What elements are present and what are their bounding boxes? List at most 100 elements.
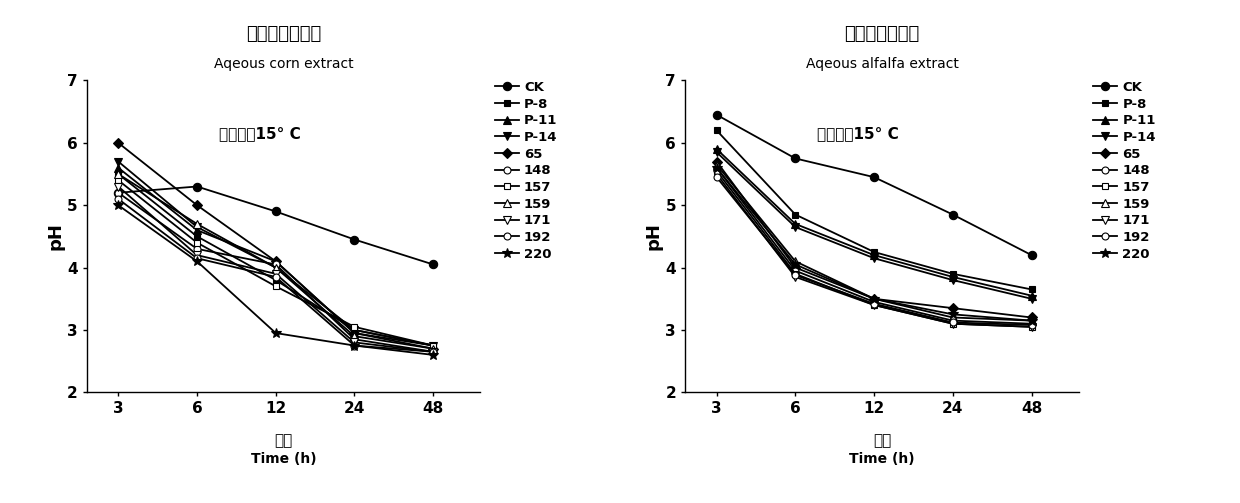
- CK: [347, 236, 362, 242]
- 171: [787, 274, 802, 280]
- 65: [787, 265, 802, 271]
- CK: [425, 262, 440, 268]
- P-11: [709, 146, 724, 152]
- P-14: [425, 343, 440, 349]
- P-11: [787, 221, 802, 227]
- P-14: [190, 224, 205, 230]
- 65: [1024, 314, 1039, 320]
- 159: [110, 171, 125, 177]
- 220: [787, 262, 802, 268]
- Line: 220: 220: [712, 163, 1037, 325]
- Text: 培养温度15° C: 培养温度15° C: [219, 126, 301, 141]
- 220: [867, 296, 882, 302]
- Legend: CK, P-8, P-11, P-14, 65, 148, 157, 159, 171, 192, 220: CK, P-8, P-11, P-14, 65, 148, 157, 159, …: [495, 81, 558, 261]
- 171: [425, 349, 440, 355]
- 220: [190, 259, 205, 265]
- Line: 171: 171: [713, 170, 1035, 331]
- Text: 培养温度15° C: 培养温度15° C: [817, 126, 899, 141]
- 65: [709, 158, 724, 164]
- 148: [709, 165, 724, 171]
- CK: [945, 212, 960, 218]
- 148: [425, 349, 440, 355]
- 171: [268, 271, 283, 277]
- Line: 148: 148: [115, 189, 436, 355]
- 157: [709, 168, 724, 174]
- 192: [867, 301, 882, 307]
- Text: 时间: 时间: [274, 433, 293, 448]
- Y-axis label: pH: pH: [645, 222, 662, 250]
- P-8: [1024, 286, 1039, 292]
- Text: 苜蓿绿汁发酵液: 苜蓿绿汁发酵液: [844, 25, 920, 43]
- 171: [867, 302, 882, 308]
- Line: CK: CK: [114, 183, 438, 269]
- 159: [268, 265, 283, 271]
- 220: [347, 343, 362, 349]
- 65: [110, 140, 125, 146]
- 159: [787, 259, 802, 265]
- 159: [945, 314, 960, 320]
- 148: [110, 190, 125, 196]
- P-14: [867, 255, 882, 261]
- 157: [787, 271, 802, 277]
- Text: Aqeous corn extract: Aqeous corn extract: [213, 57, 353, 71]
- CK: [787, 155, 802, 161]
- 157: [1024, 324, 1039, 330]
- 159: [190, 221, 205, 227]
- 148: [945, 317, 960, 323]
- CK: [268, 208, 283, 214]
- P-11: [347, 330, 362, 336]
- 159: [867, 296, 882, 302]
- 157: [945, 321, 960, 327]
- 159: [709, 161, 724, 167]
- P-14: [709, 149, 724, 155]
- 171: [190, 252, 205, 258]
- P-14: [1024, 296, 1039, 302]
- P-11: [190, 227, 205, 233]
- Line: P-14: P-14: [713, 148, 1035, 303]
- Line: P-11: P-11: [713, 145, 1035, 300]
- 220: [425, 352, 440, 358]
- P-11: [867, 252, 882, 258]
- 65: [347, 330, 362, 336]
- CK: [1024, 252, 1039, 258]
- 159: [1024, 317, 1039, 323]
- Line: 192: 192: [115, 196, 436, 355]
- P-14: [945, 277, 960, 283]
- 157: [347, 324, 362, 330]
- 65: [945, 305, 960, 311]
- Text: Aqeous alfalfa extract: Aqeous alfalfa extract: [806, 57, 959, 71]
- Line: 148: 148: [713, 164, 1035, 327]
- 157: [867, 302, 882, 308]
- P-8: [190, 233, 205, 239]
- 220: [1024, 317, 1039, 323]
- 192: [347, 343, 362, 349]
- 148: [268, 262, 283, 268]
- Text: 玉米绿汁发酵液: 玉米绿汁发酵液: [246, 25, 321, 43]
- Line: 220: 220: [113, 200, 438, 360]
- P-14: [787, 224, 802, 230]
- 148: [347, 337, 362, 343]
- CK: [110, 190, 125, 196]
- 192: [787, 272, 802, 278]
- 220: [709, 165, 724, 171]
- 192: [945, 319, 960, 325]
- CK: [190, 184, 205, 190]
- P-8: [709, 127, 724, 133]
- 171: [1024, 324, 1039, 330]
- 171: [945, 321, 960, 327]
- Line: P-11: P-11: [114, 163, 438, 350]
- CK: [709, 112, 724, 118]
- 148: [787, 268, 802, 274]
- P-14: [347, 327, 362, 333]
- Text: Time (h): Time (h): [250, 452, 316, 466]
- P-11: [268, 259, 283, 265]
- 65: [190, 202, 205, 208]
- Line: 65: 65: [115, 139, 436, 352]
- 171: [347, 340, 362, 346]
- 157: [425, 343, 440, 349]
- 65: [425, 346, 440, 352]
- P-14: [268, 265, 283, 271]
- Line: P-14: P-14: [114, 157, 438, 350]
- Line: 192: 192: [713, 174, 1035, 328]
- P-8: [110, 171, 125, 177]
